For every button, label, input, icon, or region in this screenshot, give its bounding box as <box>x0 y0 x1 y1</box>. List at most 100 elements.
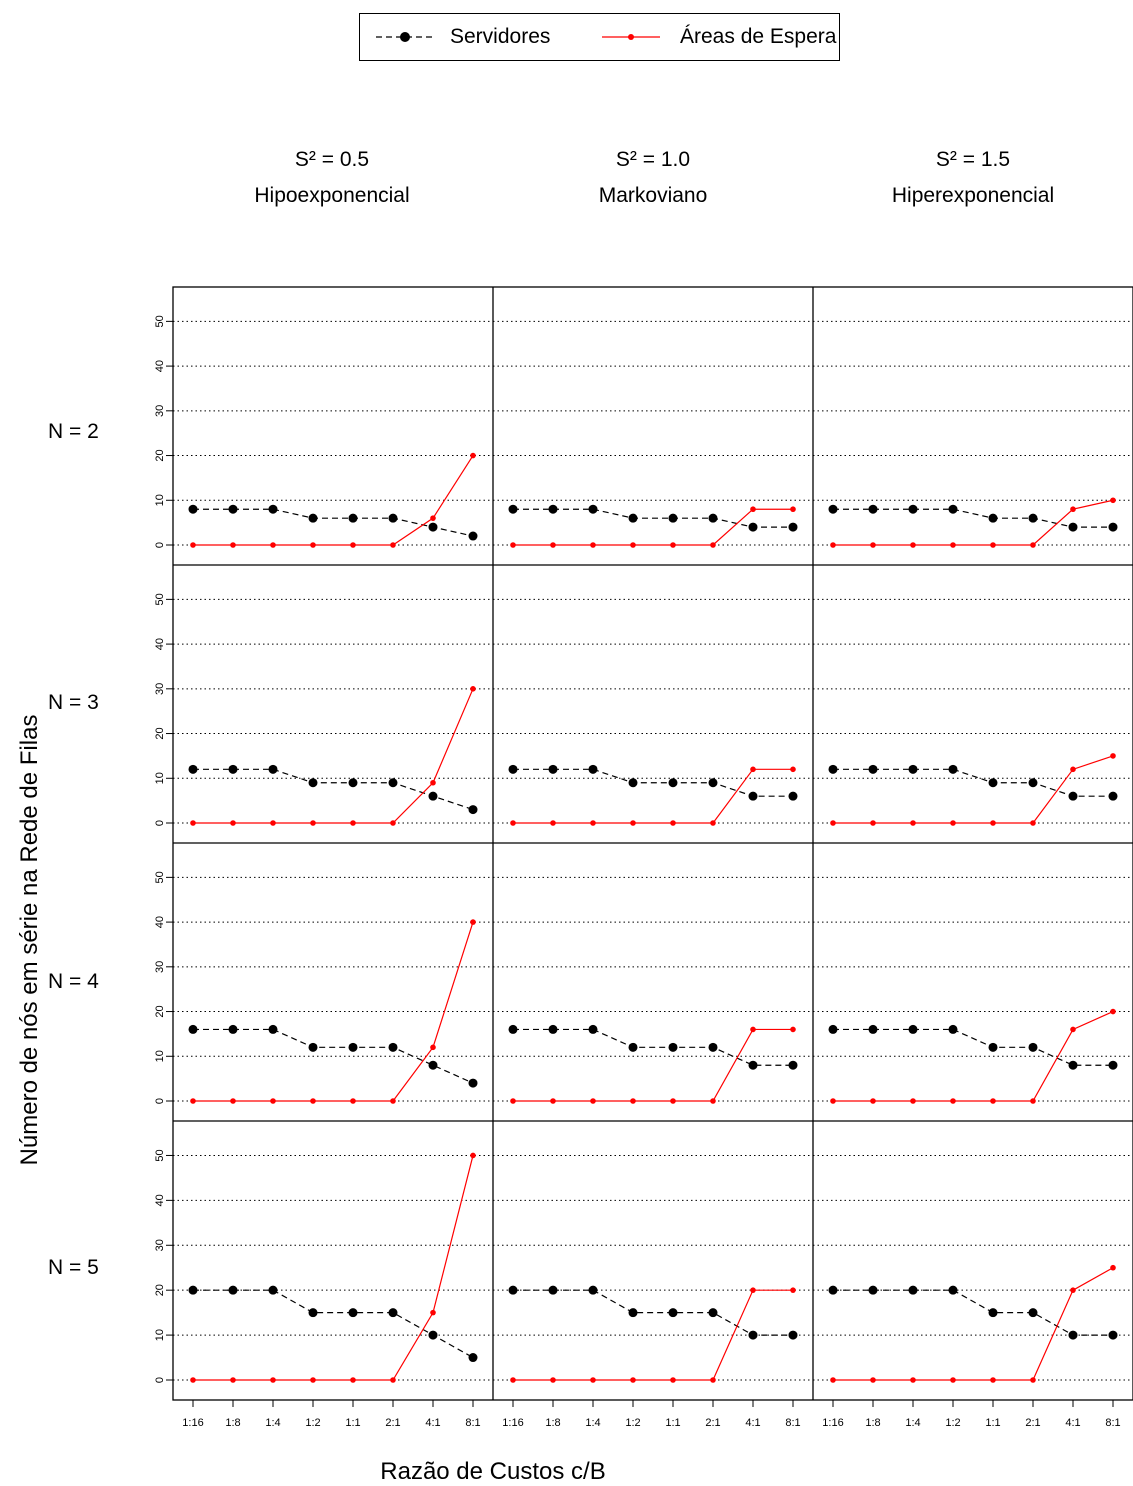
series-line-servidores <box>193 508 474 537</box>
point-servidores <box>508 504 518 514</box>
point-servidores <box>188 1024 198 1034</box>
series-line-areas-de-espera <box>513 1289 793 1381</box>
point-areas-de-espera <box>350 820 356 826</box>
x-tick-label: 1:2 <box>625 1417 640 1429</box>
point-servidores <box>228 1285 238 1295</box>
point-areas-de-espera <box>870 1098 876 1104</box>
point-areas-de-espera <box>990 1098 996 1104</box>
point-areas-de-espera <box>1030 820 1036 826</box>
point-areas-de-espera <box>830 1098 836 1104</box>
point-servidores <box>748 1060 758 1070</box>
point-servidores <box>588 504 598 514</box>
point-areas-de-espera <box>710 542 716 548</box>
y-tick-label: 30 <box>154 405 166 417</box>
y-tick-label: 10 <box>154 1050 166 1062</box>
point-areas-de-espera <box>910 1098 916 1104</box>
point-areas-de-espera <box>390 542 396 548</box>
point-areas-de-espera <box>270 542 276 548</box>
point-areas-de-espera <box>390 820 396 826</box>
y-tick-label: 10 <box>154 772 166 784</box>
y-tick-label: 20 <box>154 1005 166 1017</box>
point-areas-de-espera <box>950 542 956 548</box>
y-tick-label: 10 <box>154 1329 166 1341</box>
point-servidores <box>268 764 278 774</box>
y-tick-label: 20 <box>154 727 166 739</box>
point-areas-de-espera <box>1110 497 1116 504</box>
point-areas-de-espera <box>550 1377 556 1383</box>
series-line-servidores <box>193 1289 474 1359</box>
point-servidores <box>508 1024 518 1034</box>
x-tick-label: 1:2 <box>945 1417 960 1429</box>
point-areas-de-espera <box>1070 1287 1076 1293</box>
point-areas-de-espera <box>1110 1008 1116 1015</box>
point-servidores <box>988 1042 998 1052</box>
point-areas-de-espera <box>950 1377 956 1383</box>
x-tick-label: 1:2 <box>305 1417 320 1429</box>
point-servidores <box>308 778 318 788</box>
legend-item-areas-de-espera: Áreas de Espera <box>600 14 836 60</box>
x-tick-label: 1:4 <box>905 1417 920 1429</box>
point-servidores <box>628 778 638 788</box>
point-areas-de-espera <box>310 1098 316 1104</box>
point-areas-de-espera <box>950 820 956 826</box>
x-tick-label: 1:1 <box>345 1417 360 1429</box>
point-areas-de-espera <box>590 1098 596 1104</box>
point-servidores <box>548 1024 558 1034</box>
point-areas-de-espera <box>830 1377 836 1383</box>
x-tick-label: 1:16 <box>502 1417 523 1429</box>
y-tick-label: 0 <box>154 820 166 826</box>
point-areas-de-espera <box>350 1098 356 1104</box>
point-areas-de-espera <box>190 1377 196 1383</box>
point-areas-de-espera <box>1070 766 1076 773</box>
x-axis-title: Razão de Custos c/B <box>380 1458 606 1485</box>
point-areas-de-espera <box>870 542 876 548</box>
x-tick-label: 1:1 <box>665 1417 680 1429</box>
point-areas-de-espera <box>670 542 676 548</box>
point-areas-de-espera <box>1030 1377 1036 1383</box>
point-servidores <box>468 1078 478 1088</box>
point-areas-de-espera <box>310 1377 316 1383</box>
point-servidores <box>748 791 758 801</box>
point-areas-de-espera <box>990 1377 996 1383</box>
x-tick-label: 4:1 <box>425 1417 440 1429</box>
legend-areas-label: Áreas de Espera <box>680 25 837 48</box>
point-areas-de-espera <box>190 1098 196 1104</box>
y-tick-label: 40 <box>154 360 166 372</box>
series-line-areas-de-espera <box>193 455 474 546</box>
x-tick-label: 1:16 <box>822 1417 843 1429</box>
point-servidores <box>908 764 918 774</box>
point-areas-de-espera <box>470 686 476 692</box>
point-servidores <box>668 1308 678 1318</box>
point-areas-de-espera <box>310 542 316 548</box>
point-areas-de-espera <box>510 1377 516 1383</box>
series-line-servidores <box>513 508 793 528</box>
point-areas-de-espera <box>590 1377 596 1383</box>
point-areas-de-espera <box>790 766 796 773</box>
point-areas-de-espera <box>350 542 356 548</box>
point-areas-de-espera <box>430 779 436 786</box>
point-servidores <box>988 1308 998 1318</box>
point-servidores <box>628 513 638 523</box>
point-servidores <box>268 1285 278 1295</box>
point-areas-de-espera <box>270 820 276 826</box>
point-areas-de-espera <box>510 1098 516 1104</box>
point-areas-de-espera <box>590 820 596 826</box>
x-tick-label: 4:1 <box>745 1417 760 1429</box>
point-servidores <box>388 513 398 523</box>
column-dist-label: Hiperexponencial <box>891 184 1055 207</box>
series-line-servidores <box>193 768 474 811</box>
point-areas-de-espera <box>510 542 516 548</box>
point-areas-de-espera <box>190 820 196 826</box>
column-s2-label: S² = 1.0 <box>615 148 691 171</box>
y-tick-label: 30 <box>154 1239 166 1251</box>
point-areas-de-espera <box>910 1377 916 1383</box>
x-tick-label: 1:1 <box>985 1417 1000 1429</box>
series-line-areas-de-espera <box>833 499 1114 546</box>
series-line-servidores <box>513 1028 793 1066</box>
point-servidores <box>828 1024 838 1034</box>
point-servidores <box>1108 1330 1118 1340</box>
row-label-n2: N = 2 <box>48 420 99 443</box>
point-areas-de-espera <box>1070 506 1076 513</box>
point-areas-de-espera <box>710 1098 716 1104</box>
y-tick-label: 50 <box>154 1149 166 1161</box>
